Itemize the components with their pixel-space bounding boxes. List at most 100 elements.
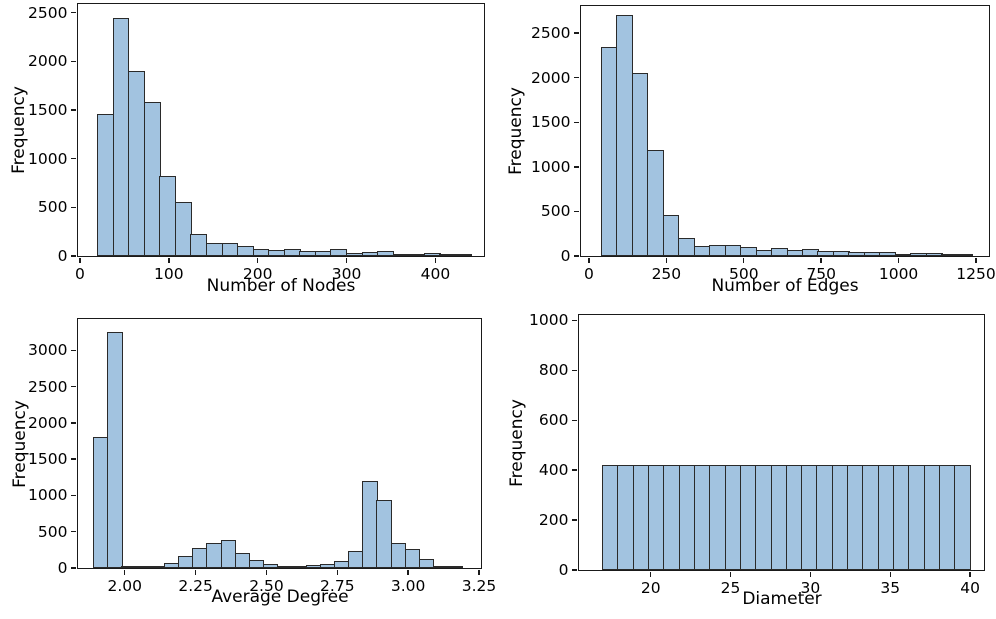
x-axis-label-average-degree: Average Degree <box>211 587 349 607</box>
histogram-bar <box>192 548 208 568</box>
y-tick-label: 400 <box>538 461 569 480</box>
histogram-bar <box>802 249 819 256</box>
y-tick-label: 2000 <box>28 52 68 71</box>
x-tick-label: 2.50 <box>249 577 284 595</box>
y-tick-mark <box>573 166 580 168</box>
histogram-bar <box>771 248 788 256</box>
x-axis-label-number-of-edges: Number of Edges <box>711 276 859 296</box>
x-tick-mark <box>665 257 668 264</box>
y-tick-mark <box>70 158 77 160</box>
y-tick-label: 800 <box>538 361 569 380</box>
histogram-bar <box>831 465 849 570</box>
x-tick-label: 2.25 <box>178 577 213 595</box>
y-tick-mark <box>573 32 580 34</box>
histogram-bar <box>617 465 634 570</box>
y-tick-mark <box>70 109 77 111</box>
x-tick-mark <box>79 257 81 264</box>
histogram-bar <box>941 254 958 256</box>
y-tick-label: 0 <box>57 559 68 577</box>
histogram-bar <box>832 250 850 256</box>
histogram-bar <box>291 566 307 568</box>
histogram-bar <box>206 542 222 568</box>
histogram-bar <box>923 465 941 570</box>
histogram-bar <box>877 465 895 570</box>
y-tick-label: 2000 <box>531 68 571 87</box>
y-tick-label: 2500 <box>28 377 68 396</box>
axes-number-of-nodes: 0 100 200 300 400 0 500 1000 1500 2000 2500 <box>28 3 485 283</box>
y-tick-label: 500 <box>37 198 68 217</box>
histogram-bar <box>894 253 912 256</box>
x-tick-label: 100 <box>154 265 184 283</box>
x-tick-label: 3.00 <box>390 577 426 595</box>
x-axis-label-number-of-nodes: Number of Nodes <box>206 276 356 296</box>
histogram-bar <box>602 465 619 570</box>
histogram-bar <box>143 102 161 256</box>
x-tick-mark <box>434 257 437 264</box>
histogram-bar <box>816 465 833 570</box>
y-tick-label: 500 <box>37 522 68 541</box>
x-tick-mark <box>194 569 197 576</box>
y-tick-mark <box>571 469 578 471</box>
x-tick-mark <box>345 257 348 264</box>
histogram-bar <box>248 560 265 568</box>
histogram-bar <box>376 499 392 568</box>
x-tick-mark <box>820 257 822 264</box>
y-axis-label-frequency-diameter: Frequency <box>507 399 527 487</box>
x-tick-label: 0 <box>584 265 594 283</box>
histogram-bar <box>305 565 321 568</box>
histogram-bar <box>92 437 109 568</box>
histogram-bar <box>190 233 208 256</box>
y-tick-mark <box>70 206 77 209</box>
histogram-bar <box>268 249 285 256</box>
axes-average-degree: 2.00 2.25 2.50 2.75 3.00 3.25 0 500 1000 1500 2000… <box>28 318 496 595</box>
y-tick-label: 1500 <box>531 113 571 132</box>
histogram-bar <box>319 564 336 568</box>
y-axis-label-frequency-nodes: Frequency <box>9 86 29 174</box>
y-tick-label: 2000 <box>28 413 68 432</box>
histogram-bar <box>647 149 664 256</box>
y-tick-label: 1000 <box>529 311 569 330</box>
histogram-bar <box>801 465 818 570</box>
histogram-bar <box>709 245 726 256</box>
x-tick-mark <box>650 571 652 578</box>
y-tick-mark <box>70 567 77 569</box>
histogram-bar <box>408 254 425 256</box>
histogram-bar <box>739 465 757 570</box>
y-tick-mark <box>573 121 580 123</box>
histogram-bar <box>616 15 633 256</box>
histogram-bar <box>694 465 711 570</box>
histogram-bar <box>220 540 236 568</box>
y-tick-mark <box>571 369 578 372</box>
histogram-bar <box>938 465 956 570</box>
x-tick-label: 250 <box>651 265 682 283</box>
histogram-bar <box>663 465 680 570</box>
y-tick-mark <box>571 519 578 521</box>
histogram-bar <box>135 566 151 568</box>
histogram-bar <box>97 113 114 256</box>
x-tick-label: 20 <box>640 579 661 597</box>
histogram-bar <box>755 249 773 256</box>
histogram-bar <box>648 465 665 570</box>
y-tick-label: 0 <box>57 247 68 265</box>
y-tick-mark <box>70 349 77 351</box>
histogram-bar <box>418 559 435 568</box>
y-tick-mark <box>571 419 578 421</box>
histogram-bar <box>879 252 897 256</box>
y-tick-mark <box>571 569 578 571</box>
x-tick-label: 35 <box>880 579 901 597</box>
x-tick-mark <box>478 569 480 576</box>
histogram-bar <box>724 465 742 570</box>
y-tick-mark <box>571 319 578 322</box>
x-tick-mark <box>407 569 409 576</box>
histogram-bar <box>433 565 449 568</box>
histogram-bar <box>404 549 421 568</box>
histogram-bar <box>283 248 301 256</box>
histogram-bar <box>392 254 410 256</box>
histogram-bar <box>178 556 194 568</box>
x-tick-label: 2.75 <box>320 577 355 595</box>
histogram-bar <box>817 250 835 256</box>
x-tick-mark <box>975 257 977 264</box>
y-tick-label: 3000 <box>28 341 68 360</box>
x-tick-mark <box>729 571 732 578</box>
